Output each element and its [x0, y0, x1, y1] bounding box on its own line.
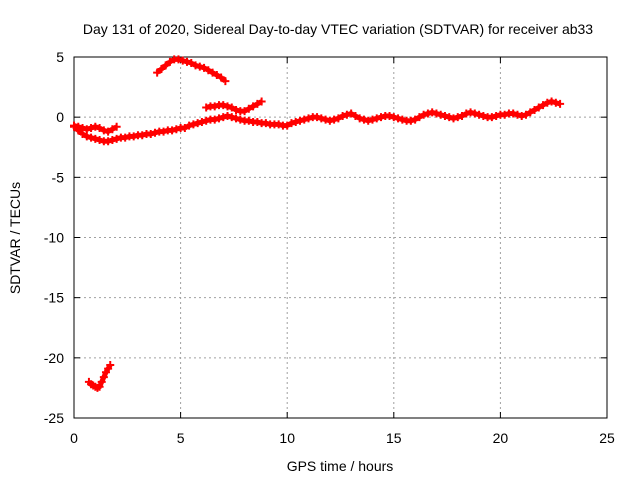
data-point — [106, 361, 115, 370]
data-point — [257, 97, 266, 106]
series-arc-mid — [202, 97, 266, 116]
y-axis-label: SDTVAR / TECUs — [7, 182, 23, 294]
y-tick-label: 5 — [56, 49, 64, 65]
x-tick-label: 10 — [279, 430, 295, 446]
data-point — [112, 122, 121, 131]
y-tick-label: -20 — [44, 350, 64, 366]
chart-title: Day 131 of 2020, Sidereal Day-to-day VTE… — [83, 21, 593, 37]
y-tick-label: -25 — [44, 410, 64, 426]
series-arc-high — [153, 55, 230, 86]
x-tick-label: 5 — [177, 430, 185, 446]
y-tick-label: -10 — [44, 230, 64, 246]
series-start-arc — [70, 121, 121, 136]
series-arc-low — [84, 361, 115, 392]
y-tick-labels: -25 -20 -15 -10 -5 0 5 — [44, 49, 64, 426]
x-axis-label: GPS time / hours — [287, 458, 394, 474]
plot-frame — [73, 56, 608, 419]
x-tick-label: 20 — [493, 430, 509, 446]
data-point — [556, 99, 565, 108]
series-main-track — [70, 97, 565, 146]
data-point — [221, 77, 230, 86]
grid — [74, 57, 607, 418]
x-tick-labels: 0 5 10 15 20 25 — [70, 430, 615, 446]
y-tick-label: 0 — [56, 109, 64, 125]
y-tick-label: -15 — [44, 290, 64, 306]
x-tick-label: 15 — [386, 430, 402, 446]
x-tick-label: 25 — [599, 430, 615, 446]
x-tick-label: 0 — [70, 430, 78, 446]
y-tick-label: -5 — [52, 169, 65, 185]
data-series — [70, 55, 565, 392]
